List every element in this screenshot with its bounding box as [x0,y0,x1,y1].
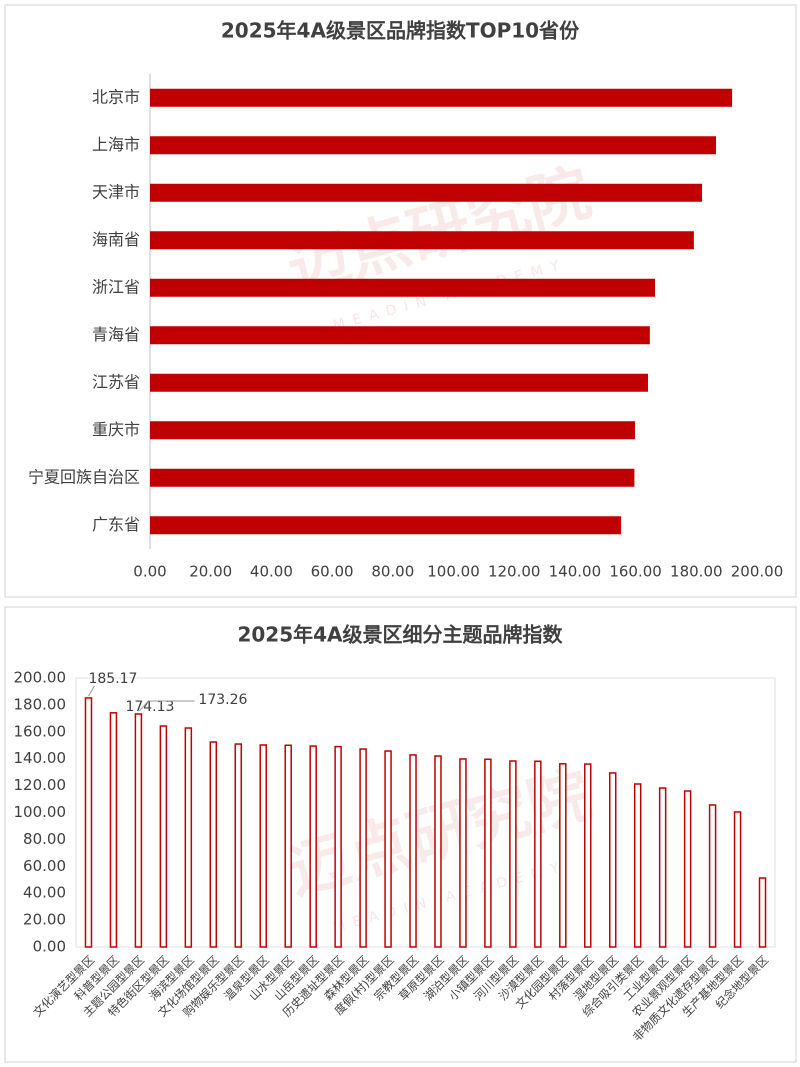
bar [409,754,417,948]
bar [633,783,642,948]
y-tick-label: 浙江省 [92,277,140,296]
data-label: 185.17 [88,671,137,687]
bar [209,741,218,948]
bar [334,745,342,948]
bar [509,760,517,948]
y-tick-label: 北京市 [92,87,140,106]
bar [758,877,767,948]
bar [150,468,635,487]
x-tick-label: 100.00 [427,563,480,581]
data-label: 173.26 [198,692,247,708]
bar [150,183,703,202]
x-tick-label: 120.00 [488,563,541,581]
bar [109,712,118,948]
bar [484,758,492,948]
bar [150,231,694,250]
bar [733,811,742,948]
y-tick-label: 重庆市 [92,420,140,439]
bar [708,804,717,948]
bar [150,421,635,440]
y-tick-label: 80.00 [23,830,66,848]
bar [150,88,733,107]
bar [559,763,567,948]
x-tick-label: 160.00 [609,563,662,581]
y-tick-label: 上海市 [92,135,140,154]
y-tick-label: 0.00 [33,938,66,956]
y-tick-label: 60.00 [23,857,66,875]
bar [150,326,650,345]
y-tick-label: 200.00 [14,669,67,687]
data-label: 174.13 [125,699,174,715]
bar [384,750,392,948]
chart-title: 2025年4A级景区细分主题品牌指数 [237,623,563,647]
bar [150,516,622,535]
y-tick-label: 青海省 [92,325,140,344]
bar [84,697,93,948]
y-tick-label: 天津市 [92,182,140,201]
y-tick-label: 海南省 [92,230,140,249]
x-tick-label: 200.00 [731,563,784,581]
bar [150,373,649,392]
bar [234,743,243,948]
x-tick-label: 60.00 [311,563,354,581]
plot-area [75,677,776,948]
y-tick-label: 宁夏回族自治区 [28,467,140,486]
y-tick-label: 广东省 [92,515,140,534]
bar [459,758,467,948]
y-tick-label: 160.00 [14,722,67,740]
x-tick-label: 40.00 [250,563,293,581]
y-tick-label: 180.00 [14,695,67,713]
x-tick-label: 20.00 [189,563,232,581]
bar [534,760,542,948]
x-tick-label: 180.00 [670,563,723,581]
bar [434,755,442,948]
bar [658,787,667,948]
bar [309,745,317,948]
bar [134,713,143,948]
x-tick-label: 0.00 [133,563,166,581]
bar [284,744,292,948]
bar [359,748,367,948]
y-tick-label: 100.00 [14,803,67,821]
x-tick-label: 80.00 [371,563,414,581]
bar [150,136,717,155]
bar [150,278,656,297]
x-tick-label: 140.00 [549,563,602,581]
bar [159,725,168,948]
bar [584,763,592,948]
y-tick-label: 140.00 [14,749,67,767]
bar [683,790,692,948]
chart-title: 2025年4A级景区品牌指数TOP10省份 [221,19,580,43]
leader-line [139,700,149,712]
leader-line [88,685,95,697]
y-tick-label: 120.00 [14,776,67,794]
y-tick-label: 40.00 [23,884,66,902]
bar [184,727,193,948]
y-tick-label: 江苏省 [92,372,140,391]
y-tick-label: 20.00 [23,911,66,929]
bar [259,744,267,948]
bar [608,772,617,948]
